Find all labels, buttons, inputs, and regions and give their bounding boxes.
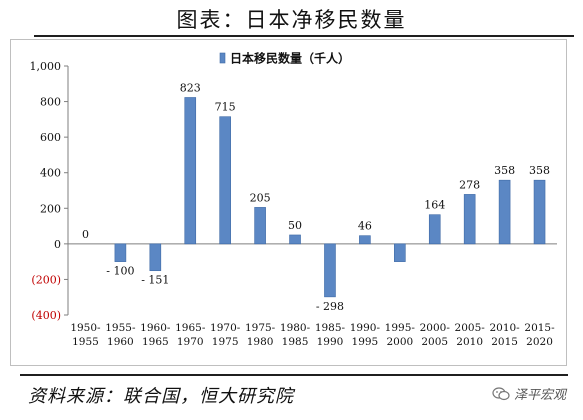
data-label: 358	[494, 164, 515, 177]
page-title: 图表：日本净移民数量	[176, 8, 407, 32]
data-label: 715	[215, 101, 236, 114]
data-label: - 100	[106, 265, 134, 278]
bar	[463, 194, 476, 245]
bar	[219, 116, 231, 245]
bar	[149, 243, 162, 272]
bar	[533, 179, 546, 245]
legend-label: 日本移民数量（千人）	[230, 51, 350, 66]
data-label: 358	[529, 164, 550, 177]
bar	[254, 207, 266, 245]
source-note: 资料来源：联合国，恒大研究院	[28, 386, 294, 407]
x-tick-label: 1960- 1965	[140, 322, 171, 348]
data-label: 0	[82, 228, 89, 241]
x-tick-label-line: 1965-	[175, 322, 206, 334]
x-tick-label-line: 2015-	[524, 322, 555, 334]
chart-frame: 1,000 800 600 400 200 0 (200) (400) 0 1950-1955- …	[10, 39, 567, 366]
x-tick-label-line: 1985-	[315, 322, 346, 334]
x-tick-label: 1990- 1995	[350, 322, 381, 348]
watermark: 泽平宏观	[492, 384, 566, 403]
x-tick-label-line: 2005-	[455, 322, 486, 334]
x-tick-label-line: 2000	[386, 336, 413, 348]
x-tick-label-line: 1965	[142, 336, 169, 348]
x-tick-label: 1980- 1985	[280, 322, 311, 348]
data-label: 46	[358, 220, 372, 233]
y-tick-label: (200)	[31, 273, 61, 286]
x-tick-label: 1985- 1990	[315, 322, 346, 348]
x-tick-label: 1965- 1970	[175, 322, 206, 348]
wechat-icon	[492, 386, 510, 400]
y-tick-label: 600	[40, 131, 61, 144]
watermark-label: 泽平宏观	[514, 388, 567, 403]
x-tick-label-line: 2005	[421, 336, 448, 348]
x-tick-label-line: 1975-	[245, 322, 276, 334]
x-tick-label-line: 1995-	[385, 322, 416, 334]
x-tick-label: 1975- 1980	[245, 322, 276, 348]
x-tick-label-line: 1990	[317, 336, 344, 348]
x-tick-label-line: 1975	[212, 336, 239, 348]
bar	[184, 97, 197, 245]
bar	[114, 243, 127, 262]
x-tick-label-line: 2010-	[489, 322, 520, 334]
x-tick-label: 1955- 1960	[105, 322, 136, 348]
data-label: - 298	[316, 300, 344, 313]
bar	[498, 179, 511, 245]
data-label: - 151	[141, 274, 169, 287]
bar	[359, 235, 371, 245]
source-divider	[20, 374, 568, 376]
x-tick-label-line: 1980	[247, 336, 274, 348]
x-tick-label: 2010- 2015	[489, 322, 520, 348]
x-tick-label: 1995- 2000	[385, 322, 416, 348]
x-tick-label-line: 2015	[491, 336, 518, 348]
data-label: 205	[250, 191, 271, 204]
legend-swatch	[219, 52, 226, 64]
data-label: 164	[424, 199, 445, 212]
bar	[394, 243, 406, 262]
x-tick-label-line: 1990-	[350, 322, 381, 334]
x-tick-label-line: 1970	[177, 336, 204, 348]
x-tick-label: 1970- 1975	[210, 322, 241, 348]
x-tick-label-line: 2010	[456, 336, 483, 348]
data-label: 50	[288, 219, 302, 232]
x-tick-label: 2015- 2020	[524, 322, 555, 348]
x-tick-label: 2005- 2010	[455, 322, 486, 348]
x-tick-label-line: 1980-	[280, 322, 311, 334]
x-tick-label-line: 2020	[526, 336, 553, 348]
x-tick-label-line: 1950-	[70, 322, 101, 334]
y-tick-label: (400)	[31, 309, 61, 322]
x-tick-label: 2000- 2005	[420, 322, 451, 348]
y-tick-label: 800	[40, 96, 61, 109]
net-migration-bar-chart: 1,0008006004002000(200)(400)01950-1955- …	[30, 51, 557, 348]
title-divider	[34, 35, 574, 37]
data-label: 278	[459, 178, 480, 191]
x-tick-label-line: 1995	[352, 336, 379, 348]
y-tick-label: 400	[40, 167, 61, 180]
x-tick-label-line: 1970-	[210, 322, 241, 334]
bar	[289, 234, 301, 245]
x-tick-label-line: 1955-	[105, 322, 136, 334]
x-tick-label-line: 2000-	[420, 322, 451, 334]
y-tick-label: 200	[40, 202, 61, 215]
x-tick-label-line: 1955	[72, 336, 99, 348]
bar	[428, 214, 441, 245]
y-tick-label: 0	[54, 238, 61, 251]
x-tick-label-line: 1985	[282, 336, 309, 348]
y-tick-label: 1,000	[30, 60, 62, 73]
x-tick-label-line: 1960-	[140, 322, 171, 334]
data-label: 823	[180, 81, 201, 94]
x-tick-label: 1950- 1955	[70, 322, 101, 348]
x-tick-label-line: 1960	[107, 336, 134, 348]
bar	[324, 243, 336, 298]
